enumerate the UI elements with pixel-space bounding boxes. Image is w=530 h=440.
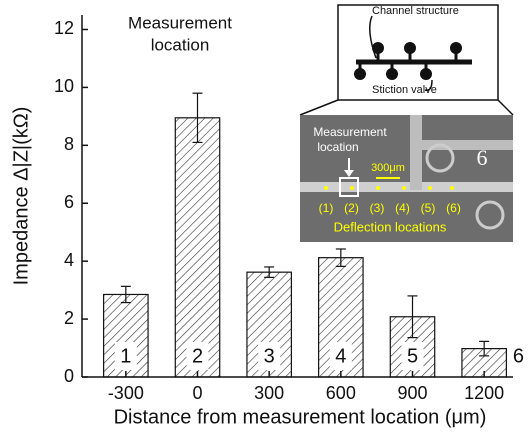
annotation: Measurement: [128, 13, 232, 32]
bar-label: 4: [335, 345, 346, 367]
inset-label: Deflection locations: [334, 219, 447, 234]
bar-label: 2: [192, 345, 203, 367]
schematic-frame: [337, 4, 499, 101]
bar-label-bg: [401, 342, 424, 370]
inset-label: Stiction valve: [372, 84, 437, 96]
y-axis-title: Impedance Δ|Z|(kΩ): [10, 107, 32, 286]
bar-label-bg: [329, 342, 352, 370]
inset: Channel structure Stiction valve Measure…: [299, 4, 514, 242]
x-tick-label: -300: [108, 383, 144, 403]
x-tick-label: 0: [192, 383, 202, 403]
bar-label: 1: [120, 345, 131, 367]
inset-label: 300μm: [371, 162, 405, 174]
y-tick-label: 6: [64, 192, 74, 212]
error-bar: [335, 248, 346, 267]
error-bar: [479, 340, 490, 357]
inset-label: (2): [344, 201, 359, 215]
y-tick-label: 0: [64, 366, 74, 386]
valves: [354, 42, 462, 80]
inset-label: (4): [395, 201, 410, 215]
y-tick-label: 10: [54, 76, 74, 96]
y-tick-label: 8: [64, 134, 74, 154]
y-tick-label: 4: [64, 250, 74, 270]
inset-label: location: [317, 140, 358, 154]
inset-label: (6): [446, 201, 461, 215]
bar-label: 6: [513, 345, 524, 367]
bar-label-bg: [114, 342, 137, 370]
inset-label: (5): [421, 201, 436, 215]
inset-label: (3): [370, 201, 385, 215]
error-bar: [407, 295, 418, 339]
x-axis-title: Distance from measurement location (μm): [114, 406, 487, 428]
error-bar: [120, 285, 131, 304]
inset-label: Channel structure: [372, 5, 459, 17]
x-tick-label: 600: [326, 383, 356, 403]
y-tick-label: 12: [54, 18, 74, 38]
inset-label: (1): [319, 201, 334, 215]
y-tick-label: 2: [64, 308, 74, 328]
x-tick-label: 900: [397, 383, 427, 403]
error-bar: [192, 92, 203, 144]
inset-label: 6: [477, 145, 488, 170]
error-bar: [264, 266, 275, 278]
bar-label-bg: [186, 342, 209, 370]
inset-label: Measurement: [313, 125, 387, 139]
x-tick-label: 300: [254, 383, 284, 403]
bar: [174, 117, 221, 378]
bar-label: 3: [264, 345, 275, 367]
bar-label: 5: [407, 345, 418, 367]
annotation: location: [151, 35, 210, 54]
bar-label-bg: [258, 342, 281, 370]
x-tick-label: 1200: [464, 383, 504, 403]
